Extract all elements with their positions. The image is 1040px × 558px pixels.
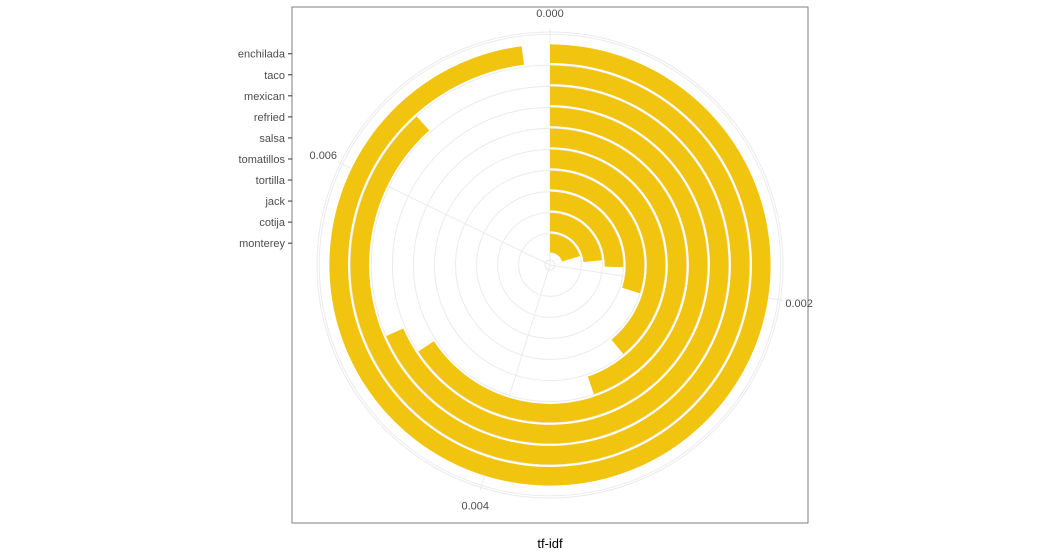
tick-labels: 0.000 0.002 0.004 0.006	[310, 8, 813, 513]
x-tick-label: 0.000	[536, 8, 564, 20]
x-tick-label: 0.004	[461, 501, 489, 513]
bar-tortilla	[550, 170, 645, 294]
x-tick-label: 0.002	[785, 298, 813, 310]
bar-cotija	[550, 212, 602, 262]
category-label: monterey	[239, 238, 285, 250]
category-label: jack	[264, 196, 285, 208]
x-axis-title: tf-idf	[537, 536, 563, 551]
bars	[329, 44, 771, 486]
bar-monterey	[550, 233, 580, 262]
category-label: salsa	[259, 133, 286, 145]
category-label: mexican	[244, 91, 285, 103]
bar-tomatillos	[550, 149, 666, 355]
bar-salsa	[550, 128, 687, 395]
category-label: cotija	[259, 217, 286, 229]
category-label: enchilada	[238, 49, 286, 61]
panel-border	[291, 6, 809, 524]
bar-jack	[550, 191, 624, 268]
category-label: refried	[254, 112, 285, 124]
category-label: taco	[264, 70, 285, 82]
category-axis: enchilada taco mexican refried salsa tomatill…	[238, 49, 292, 250]
category-label: tortilla	[256, 175, 286, 187]
x-tick-label: 0.006	[310, 150, 338, 162]
category-label: tomatillos	[239, 154, 286, 166]
